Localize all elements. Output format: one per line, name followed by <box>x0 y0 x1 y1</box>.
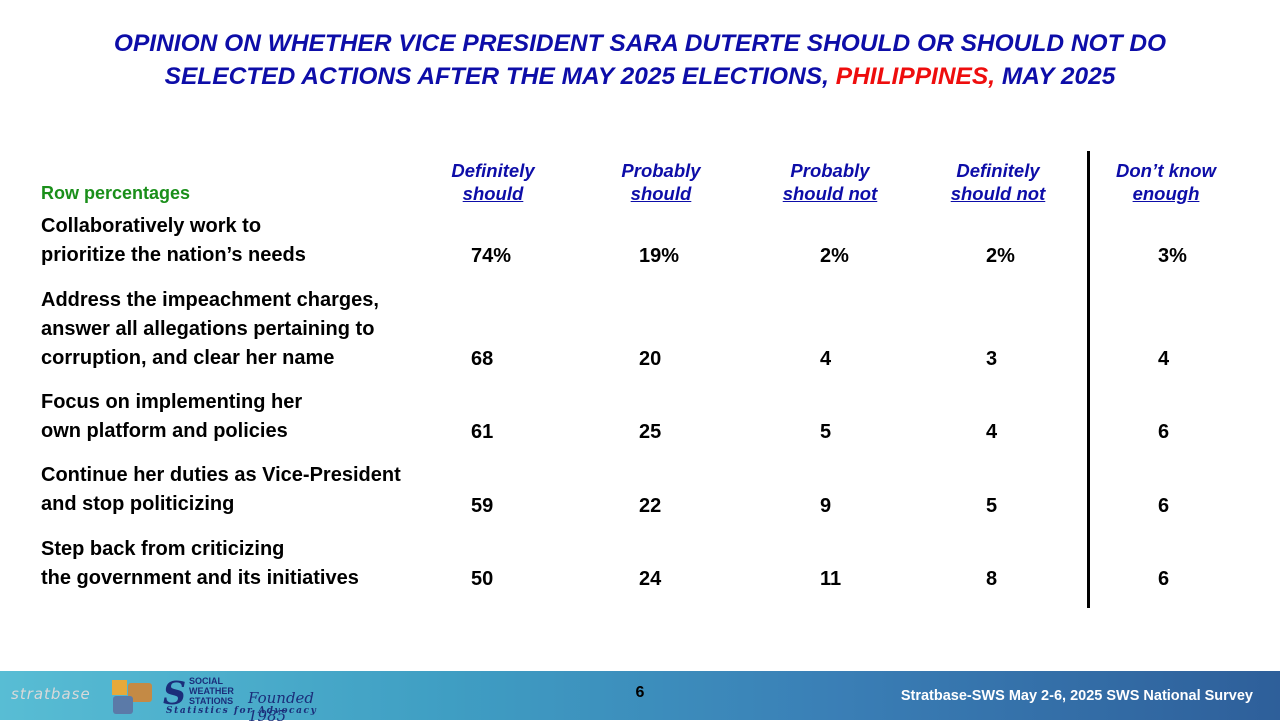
survey-source: Stratbase-SWS May 2-6, 2025 SWS National… <box>900 688 1253 704</box>
row-label-line: corruption, and clear her name <box>41 347 335 369</box>
table-cell: 5 <box>820 421 832 443</box>
table-cell: 50 <box>471 568 494 590</box>
table-cell: 19% <box>639 245 680 267</box>
table-cell: 4 <box>1158 348 1170 370</box>
column-header-line: Definitely <box>451 160 535 181</box>
column-header: Probably should <box>581 159 741 205</box>
column-header-line: Probably <box>621 160 701 181</box>
row-label-line: Collaboratively work to <box>41 215 262 237</box>
title-line-2-prefix: SELECTED ACTIONS AFTER THE MAY 2025 ELEC… <box>164 63 836 90</box>
row-label: Collaboratively work to prioritize the na… <box>41 212 471 270</box>
row-label: Step back from criticizing the government… <box>41 535 471 593</box>
column-divider <box>1087 151 1090 608</box>
column-header-line: should <box>630 183 692 204</box>
row-percentages-label: Row percentages <box>41 183 191 203</box>
slide-title: OPINION ON WHETHER VICE PRESIDENT SARA D… <box>0 27 1280 93</box>
sws-logo-line: SOCIAL <box>189 676 224 686</box>
table-cell: 6 <box>1158 495 1170 517</box>
table-cell: 6 <box>1158 568 1170 590</box>
column-header-line: Definitely <box>956 160 1040 181</box>
column-header-line: Probably <box>790 160 870 181</box>
title-highlight-country: PHILIPPINES, <box>835 63 996 90</box>
column-header-line: should not <box>950 183 1046 204</box>
table-cell: 2% <box>986 245 1015 267</box>
column-header-line: Don’t know <box>1115 160 1216 181</box>
logo-square-brown <box>128 683 152 702</box>
sws-logo-line: WEATHER <box>189 686 234 696</box>
table-cell: 5 <box>986 495 998 517</box>
table-cell: 2% <box>820 245 849 267</box>
table-cell: 6 <box>1158 421 1170 443</box>
row-label-line: Address the impeachment charges, <box>41 289 379 311</box>
table-cell: 20 <box>639 348 662 370</box>
table-cell: 24 <box>639 568 662 590</box>
stratbase-logo-text: stratbase <box>11 685 91 703</box>
row-label-line: Continue her duties as Vice-President <box>41 464 401 486</box>
column-header: Definitely should not <box>918 159 1078 205</box>
footer-bar: stratbase S SOCIAL WEATHER STATIONS Foun… <box>0 671 1280 725</box>
column-header: Don’t know enough <box>1086 159 1246 205</box>
row-label: Focus on implementing her own platform an… <box>41 388 471 446</box>
row-label-line: the government and its initiatives <box>41 567 359 589</box>
row-label-line: answer all allegations pertaining to <box>41 318 375 340</box>
row-label: Continue her duties as Vice-President and… <box>41 461 471 519</box>
sws-logo-name: SOCIAL WEATHER STATIONS <box>189 676 234 706</box>
column-header: Definitely should <box>413 159 573 205</box>
row-label-line: Focus on implementing her <box>41 391 303 413</box>
column-header-line: should <box>462 183 524 204</box>
table-cell: 68 <box>471 348 494 370</box>
sws-logo: S SOCIAL WEATHER STATIONS Founded 1985 S… <box>163 673 333 725</box>
sws-logo-line: STATIONS <box>189 696 234 706</box>
row-label: Address the impeachment charges, answer a… <box>41 286 471 373</box>
table-cell: 4 <box>820 348 832 370</box>
title-line-2-suffix: MAY 2025 <box>995 63 1116 90</box>
sws-tagline: Statistics for Advocacy <box>166 706 318 716</box>
column-header-line: should not <box>782 183 878 204</box>
row-label-line: own platform and policies <box>41 420 288 442</box>
table-cell: 59 <box>471 495 494 517</box>
column-header-line: enough <box>1132 183 1200 204</box>
logo-square-orange <box>112 680 127 695</box>
logo-square-blue <box>113 696 133 714</box>
table-cell: 3 <box>986 348 998 370</box>
sws-logo-letter: S <box>163 674 187 712</box>
table-cell: 25 <box>639 421 662 443</box>
stratbase-logo: stratbase <box>8 679 158 715</box>
row-label-line: prioritize the nation’s needs <box>41 244 306 266</box>
title-line-2: SELECTED ACTIONS AFTER THE MAY 2025 ELEC… <box>0 60 1280 93</box>
table-cell: 22 <box>639 495 662 517</box>
column-header: Probably should not <box>750 159 910 205</box>
title-line-1: OPINION ON WHETHER VICE PRESIDENT SARA D… <box>113 30 1167 57</box>
table-cell: 4 <box>986 421 998 443</box>
row-label-line: and stop politicizing <box>41 493 235 515</box>
table-cell: 61 <box>471 421 494 443</box>
table-cell: 11 <box>820 568 842 590</box>
results-table: Row percentages Definitely should Probably… <box>41 151 1246 608</box>
row-label-line: Step back from criticizing <box>41 538 285 560</box>
table-cell: 74% <box>471 245 512 267</box>
table-cell: 9 <box>820 495 832 517</box>
page-number: 6 <box>635 684 645 701</box>
table-cell: 3% <box>1158 245 1187 267</box>
table-cell: 8 <box>986 568 998 590</box>
